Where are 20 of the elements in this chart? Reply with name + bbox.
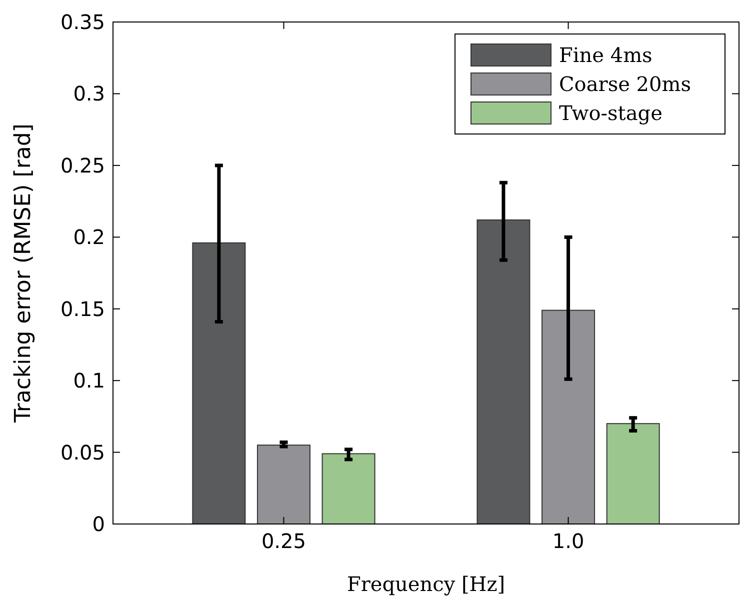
legend-label: Fine 4ms bbox=[559, 43, 652, 67]
y-tick-label: 0.3 bbox=[73, 82, 105, 106]
x-axis-title: Frequency [Hz] bbox=[346, 572, 506, 596]
legend-label: Coarse 20ms bbox=[559, 72, 691, 96]
bar bbox=[192, 242, 246, 524]
bar bbox=[542, 310, 596, 524]
y-axis-title: Tracking error (RMSE) [rad] bbox=[11, 124, 36, 424]
legend-label: Two-stage bbox=[559, 101, 662, 125]
x-tick-label: 1.0 bbox=[552, 529, 584, 553]
y-tick-label: 0.05 bbox=[60, 440, 105, 464]
bar bbox=[322, 453, 376, 524]
y-tick-label: 0.1 bbox=[73, 368, 105, 393]
bar bbox=[606, 423, 660, 524]
bar bbox=[256, 444, 310, 524]
bar bbox=[476, 219, 530, 524]
y-tick-label: 0.15 bbox=[60, 296, 105, 321]
y-tick-label: 0.25 bbox=[60, 153, 105, 178]
y-tick-label: 0 bbox=[92, 512, 105, 536]
y-tick-label: 0.2 bbox=[73, 225, 105, 250]
y-tick-label: 0.35 bbox=[60, 10, 105, 34]
